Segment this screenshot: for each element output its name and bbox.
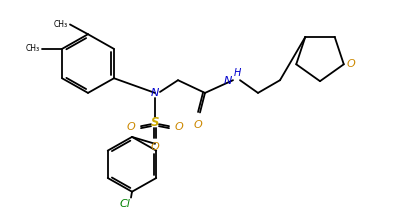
Text: O: O [194, 120, 202, 130]
Text: O: O [126, 122, 135, 132]
Text: O: O [175, 122, 184, 132]
Text: H: H [234, 68, 241, 78]
Text: O: O [347, 59, 356, 69]
Text: Cl: Cl [119, 198, 130, 209]
Text: N: N [223, 76, 232, 86]
Text: S: S [151, 116, 159, 129]
Text: O: O [151, 142, 159, 152]
Text: N: N [151, 88, 159, 98]
Text: CH₃: CH₃ [54, 20, 68, 29]
Text: CH₃: CH₃ [26, 44, 40, 53]
